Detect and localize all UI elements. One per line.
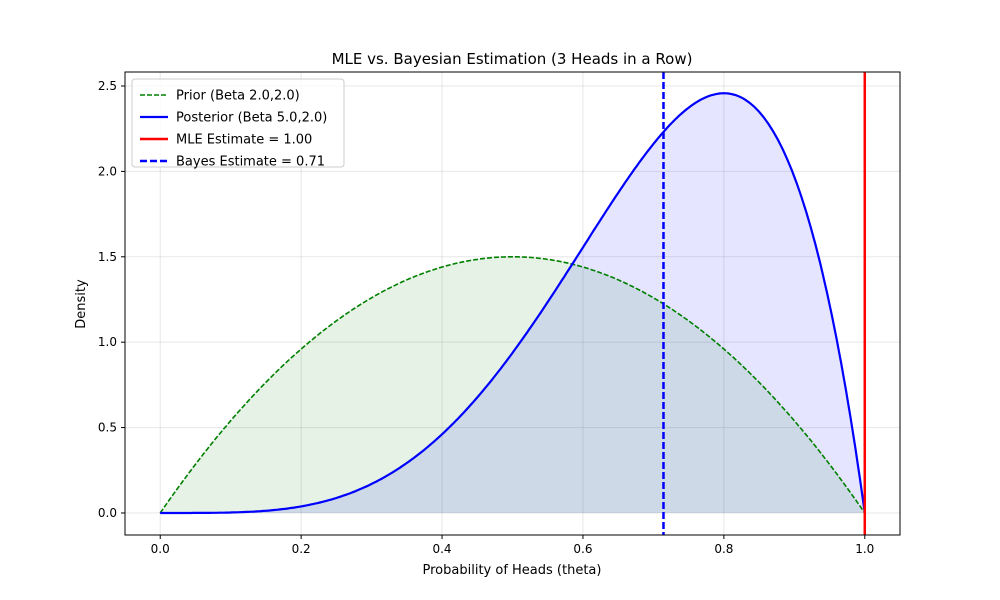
legend-label: Prior (Beta 2.0,2.0) (176, 89, 300, 104)
x-tick-label: 0.4 (432, 542, 451, 556)
x-tick-label: 0.6 (573, 542, 592, 556)
legend-label: Bayes Estimate = 0.71 (176, 155, 325, 170)
x-axis-label: Probability of Heads (theta) (423, 563, 602, 578)
y-tick-label: 2.5 (98, 79, 117, 93)
axes-frame (124, 71, 901, 536)
legend: Prior (Beta 2.0,2.0) Posterior (Beta 5.0,… (131, 78, 345, 170)
x-tick-label: 0.8 (714, 542, 733, 556)
x-tick-label: 0.2 (292, 542, 311, 556)
chart-title: MLE vs. Bayesian Estimation (3 Heads in … (332, 50, 693, 68)
legend-label: MLE Estimate = 1.00 (176, 133, 312, 148)
legend-box (131, 78, 345, 168)
x-tick-label: 1.0 (855, 542, 874, 556)
series-posterior-fill (160, 93, 865, 513)
series-posterior-line (160, 92, 866, 515)
x-ticks: 0.0 0.2 0.4 0.6 0.8 1.0 (151, 535, 874, 556)
y-tick-label: 2.0 (98, 164, 117, 178)
series-lines (159, 72, 867, 535)
x-tick-label: 0.0 (151, 542, 170, 556)
series-prior-line (159, 255, 866, 514)
y-tick-label: 1.0 (98, 335, 117, 349)
y-axis-label: Density (74, 279, 89, 329)
y-tick-label: 0.0 (98, 506, 117, 520)
y-tick-label: 0.5 (98, 421, 117, 435)
legend-label: Posterior (Beta 5.0,2.0) (176, 111, 327, 126)
y-ticks: 0.0 0.5 1.0 1.5 2.0 2.5 (98, 79, 125, 520)
y-tick-label: 1.5 (98, 250, 117, 264)
